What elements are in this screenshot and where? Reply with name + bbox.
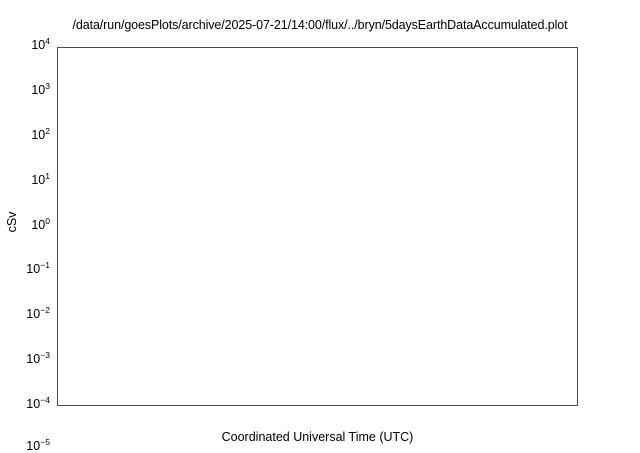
y-axis-tick-label: 100 (31, 215, 50, 232)
y-axis-tick-label: 103 (31, 80, 50, 97)
y-axis-title: cSv (5, 211, 19, 233)
x-axis-title: Coordinated Universal Time (UTC) (221, 430, 414, 444)
plot-frame (57, 47, 578, 406)
y-axis-tick-label: 101 (31, 170, 50, 187)
y-axis-tick-label: 102 (31, 125, 50, 142)
y-axis-tick-label: 10−2 (26, 304, 50, 321)
y-axis-tick-label: 10−1 (26, 259, 50, 276)
clipped-y-tick-label: 10−5 (26, 436, 50, 453)
chart-title: /data/run/goesPlots/archive/2025-07-21/1… (72, 18, 568, 32)
y-axis-tick-label: 10−3 (26, 349, 50, 366)
y-axis-tick-label: 104 (31, 35, 50, 52)
y-axis-tick-label: 10−4 (26, 394, 50, 411)
